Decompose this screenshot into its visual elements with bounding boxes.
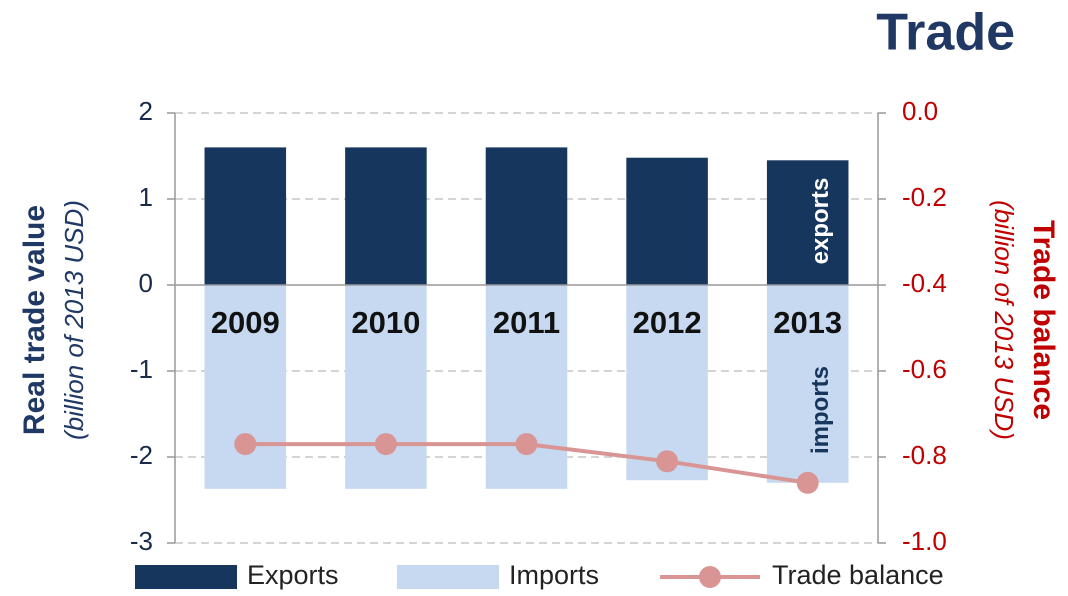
legend-label: Exports — [247, 560, 339, 590]
bar — [766, 160, 849, 285]
bar — [345, 147, 427, 285]
y-tick-label: 0 — [139, 268, 153, 298]
line-marker — [234, 433, 257, 456]
y2-tick-label: -0.4 — [902, 268, 947, 298]
y-tick-label: -1 — [130, 354, 153, 384]
y-axis-label: Real trade value — [18, 205, 51, 435]
y-tick-label: 1 — [139, 182, 153, 212]
annotation: exports — [807, 178, 834, 265]
y2-tick-label: -0.2 — [902, 182, 947, 212]
y2-tick-label: 0.0 — [902, 96, 938, 126]
chart-title: Trade — [876, 4, 1015, 62]
annotation: imports — [807, 366, 834, 454]
legend-label: Imports — [509, 560, 599, 590]
y2-axis-label: Trade balance — [1027, 220, 1060, 420]
legend-swatch — [699, 566, 721, 588]
bar — [626, 157, 708, 285]
x-tick-label: 2012 — [633, 305, 702, 340]
x-tick-label: 2013 — [773, 305, 842, 340]
x-tick-label: 2009 — [211, 305, 280, 340]
y2-tick-label: -0.8 — [902, 440, 947, 470]
line-marker — [374, 433, 397, 456]
legend-swatch — [135, 565, 237, 589]
y-tick-label: -3 — [130, 526, 153, 556]
x-tick-label: 2011 — [493, 305, 560, 340]
y-axis-sublabel: (billion of 2013 USD) — [59, 200, 89, 440]
y2-axis-sublabel: (billion of 2013 USD) — [989, 200, 1019, 440]
y-tick-label: 2 — [139, 96, 153, 126]
line-marker — [656, 450, 679, 473]
x-tick-label: 2010 — [351, 305, 420, 340]
line-marker — [796, 471, 819, 494]
bar — [204, 147, 287, 285]
y-tick-label: -2 — [130, 440, 153, 470]
y2-tick-label: -0.6 — [902, 354, 947, 384]
bar — [626, 285, 708, 481]
bar — [485, 147, 568, 285]
y2-tick-label: -1.0 — [902, 526, 947, 556]
bar — [766, 285, 849, 483]
line-marker — [515, 433, 538, 456]
legend-swatch — [397, 565, 499, 589]
legend-label: Trade balance — [772, 560, 944, 590]
